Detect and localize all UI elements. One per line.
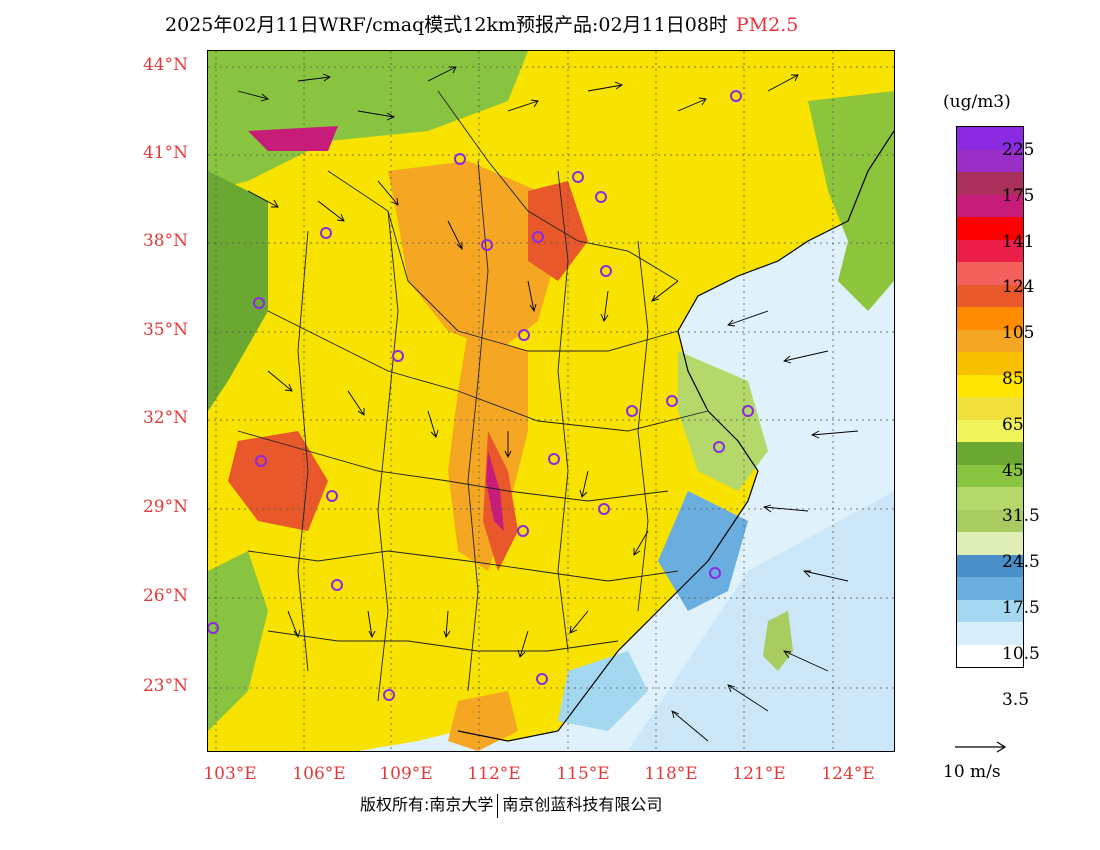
color-swatch <box>957 577 1023 600</box>
fujian-blue <box>658 491 748 611</box>
wind-vectors <box>237 66 859 742</box>
hainan <box>448 691 518 751</box>
lon-label-124: 124°E <box>821 764 875 784</box>
title-main: 2025年02月11日WRF/cmaq模式12km预报产品:02月11日08时 <box>165 14 728 36</box>
color-bar-label: 124 <box>1002 277 1035 298</box>
sichuan-orange <box>228 431 328 531</box>
color-swatch <box>957 464 1023 487</box>
west-green <box>208 171 268 411</box>
color-swatch <box>957 127 1023 150</box>
city-markers <box>208 90 754 701</box>
color-bar <box>956 126 1024 668</box>
color-swatch <box>957 217 1023 240</box>
color-swatch <box>957 644 1023 667</box>
lat-label-44: 44°N <box>142 55 188 75</box>
southwest-green <box>208 551 268 731</box>
color-bar-label: 24.5 <box>1002 552 1040 573</box>
copyright-left: 版权所有:南京大学 <box>360 795 494 814</box>
east-green <box>678 351 768 491</box>
map-canvas <box>208 51 894 751</box>
lon-label-115: 115°E <box>556 764 610 784</box>
color-swatch <box>957 419 1023 442</box>
color-bar-label: 85 <box>1002 369 1024 389</box>
lat-label-23: 23°N <box>142 676 188 696</box>
color-bar-label: 105 <box>1002 323 1035 344</box>
hotspot-magenta <box>486 451 504 531</box>
lat-label-35: 35°N <box>142 320 188 340</box>
color-bar-label: 225 <box>1002 140 1035 160</box>
color-swatch <box>957 397 1023 420</box>
taiwan <box>763 611 793 671</box>
color-swatch <box>957 149 1023 172</box>
north-hotspot <box>248 126 338 151</box>
color-bar-label: 3.5 <box>1002 689 1030 710</box>
lon-label-103: 103°E <box>203 764 257 784</box>
pollutant-label: PM2.5 <box>735 14 799 36</box>
lon-label-109: 109°E <box>379 764 433 784</box>
lon-label-106: 106°E <box>292 764 346 784</box>
lon-label-112: 112°E <box>467 764 521 784</box>
color-swatch <box>957 442 1023 465</box>
color-bar-label: 17.5 <box>1002 598 1040 618</box>
color-swatch <box>957 487 1023 510</box>
lat-label-38: 38°N <box>142 231 188 251</box>
province-boundaries <box>237 90 709 702</box>
lat-label-26: 26°N <box>142 586 188 606</box>
lat-label-41: 41°N <box>142 143 188 163</box>
color-swatch <box>957 599 1023 622</box>
lon-label-118: 118°E <box>644 764 698 784</box>
color-swatch <box>957 262 1023 285</box>
land-mass <box>208 51 894 751</box>
color-swatch <box>957 622 1023 645</box>
guangdong-coast <box>558 651 648 731</box>
wind-reference-arrow <box>955 741 1007 753</box>
color-swatch <box>957 554 1023 577</box>
map-title: 2025年02月11日WRF/cmaq模式12km预报产品:02月11日08时 P… <box>165 10 798 37</box>
color-bar-label: 31.5 <box>1002 506 1040 527</box>
color-swatch <box>957 172 1023 195</box>
lat-label-32: 32°N <box>142 408 188 428</box>
color-swatch <box>957 374 1023 397</box>
lat-label-29: 29°N <box>142 497 188 517</box>
color-swatch <box>957 307 1023 330</box>
hebei-orange <box>528 181 588 281</box>
korea-peninsula <box>808 91 894 311</box>
color-swatch <box>957 532 1023 555</box>
footer-separator <box>497 793 499 818</box>
ocean-light <box>628 491 894 751</box>
color-swatch <box>957 239 1023 262</box>
coastline <box>457 130 894 742</box>
wind-reference-label: 10 m/s <box>943 762 1001 782</box>
pm25-forecast-map <box>207 50 895 752</box>
color-swatch <box>957 509 1023 532</box>
mongolia-green <box>208 51 528 191</box>
color-swatch <box>957 194 1023 217</box>
color-bar-label: 10.5 <box>1002 643 1040 664</box>
copyright-right: 南京创蓝科技有限公司 <box>502 795 663 814</box>
legend-units: (ug/m3) <box>943 92 1011 112</box>
color-swatch <box>957 352 1023 375</box>
color-swatch <box>957 329 1023 352</box>
lon-label-121: 121°E <box>732 764 786 784</box>
copyright-footer: 版权所有:南京大学 南京创蓝科技有限公司 <box>360 791 662 818</box>
color-bar-label: 141 <box>1002 231 1035 252</box>
color-bar-label: 175 <box>1002 185 1035 206</box>
color-bar-label: 45 <box>1002 460 1024 481</box>
color-bar-label: 65 <box>1002 414 1024 435</box>
color-swatch <box>957 284 1023 307</box>
